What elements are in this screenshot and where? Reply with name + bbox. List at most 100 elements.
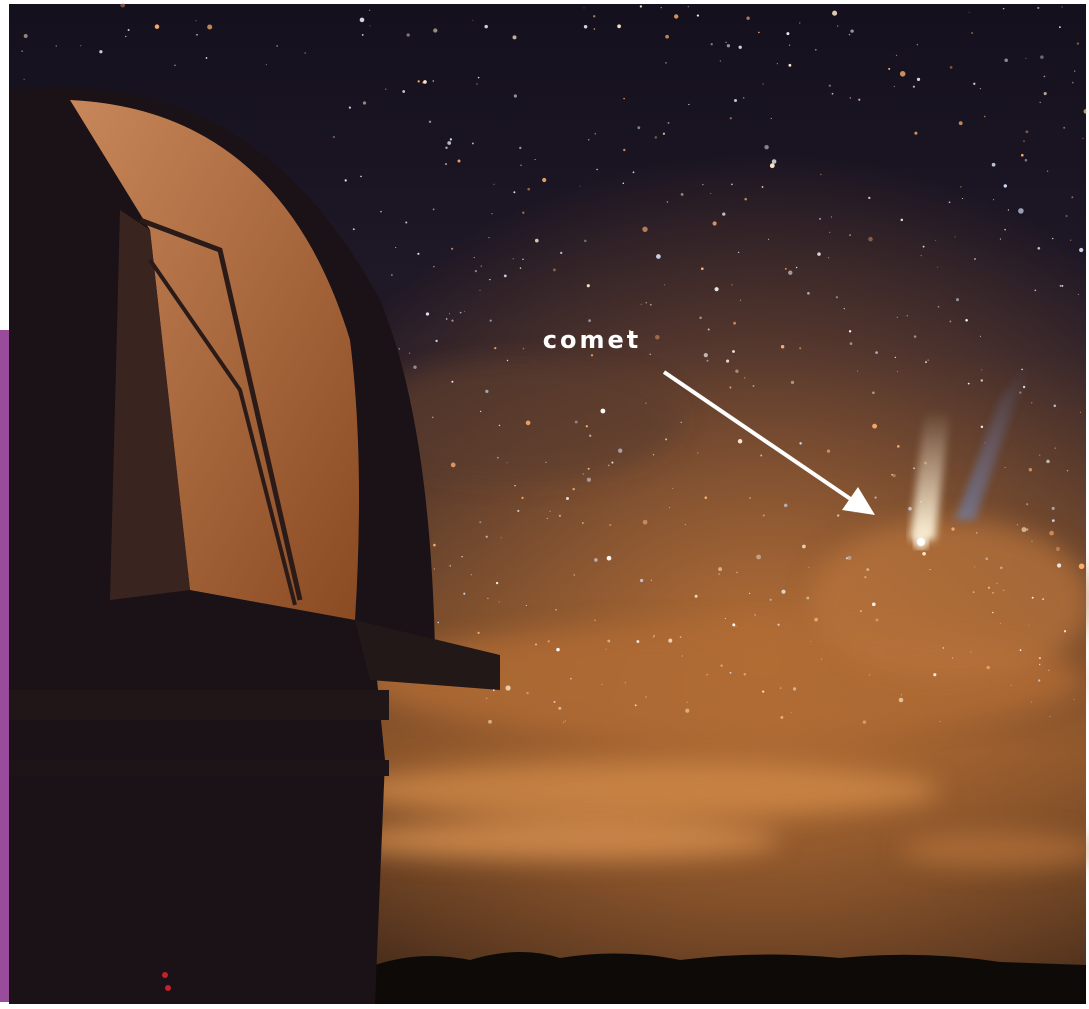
star <box>731 284 733 286</box>
star <box>535 644 537 646</box>
star <box>1074 699 1075 700</box>
star <box>369 10 370 11</box>
star <box>433 266 434 267</box>
star <box>623 149 625 151</box>
star <box>1040 55 1044 59</box>
star <box>499 425 501 427</box>
star <box>125 36 126 37</box>
star <box>1025 159 1028 162</box>
star <box>669 507 670 508</box>
star <box>872 392 874 394</box>
star <box>1042 598 1044 600</box>
star <box>445 147 447 149</box>
star <box>730 672 732 674</box>
star <box>513 258 514 259</box>
star <box>21 50 22 51</box>
star <box>505 685 510 690</box>
star <box>488 237 489 238</box>
star <box>409 353 410 354</box>
star <box>120 3 125 8</box>
star <box>304 52 306 54</box>
star <box>917 78 920 81</box>
star <box>591 354 593 356</box>
star <box>973 83 975 85</box>
star <box>345 179 347 181</box>
star <box>744 198 747 201</box>
star <box>1074 70 1075 71</box>
star <box>480 411 481 412</box>
star <box>925 361 927 363</box>
star <box>485 390 488 393</box>
star <box>836 296 838 298</box>
star <box>501 537 502 538</box>
star <box>594 619 596 621</box>
star <box>526 605 527 606</box>
star <box>1031 402 1032 403</box>
star <box>1017 524 1018 525</box>
star <box>547 518 548 519</box>
star <box>360 18 365 23</box>
star <box>930 569 931 570</box>
star <box>922 552 926 556</box>
star <box>527 188 530 191</box>
star <box>713 221 717 225</box>
star <box>907 315 908 316</box>
star <box>791 381 794 384</box>
star <box>738 252 739 253</box>
star <box>962 198 963 199</box>
star <box>857 370 858 371</box>
star <box>738 439 743 444</box>
star <box>807 292 810 295</box>
star <box>688 6 690 8</box>
star <box>196 34 198 36</box>
star <box>784 504 788 508</box>
star <box>1055 447 1057 449</box>
star <box>1003 8 1005 10</box>
star <box>1008 209 1009 210</box>
star <box>655 136 658 139</box>
star <box>517 510 519 512</box>
star <box>993 199 994 200</box>
star <box>547 640 549 642</box>
star <box>875 497 877 499</box>
star <box>477 632 479 634</box>
star <box>584 25 587 28</box>
star <box>399 348 400 349</box>
star <box>981 379 983 381</box>
star <box>559 515 561 517</box>
star <box>758 32 760 34</box>
star <box>1079 563 1085 569</box>
star <box>832 93 834 95</box>
star <box>458 160 461 163</box>
star <box>1004 229 1005 230</box>
star <box>708 328 710 330</box>
star <box>1000 566 1003 569</box>
star <box>438 622 439 623</box>
star <box>574 574 575 575</box>
star <box>685 524 686 525</box>
star <box>760 455 762 457</box>
star <box>674 14 678 18</box>
star <box>1056 547 1060 551</box>
star <box>763 514 765 516</box>
star <box>872 602 876 606</box>
star <box>788 64 791 67</box>
star <box>971 32 973 34</box>
star <box>491 213 492 214</box>
star <box>433 544 436 547</box>
star <box>553 268 556 271</box>
star <box>1004 58 1008 62</box>
star <box>992 163 996 167</box>
star <box>695 595 698 598</box>
page: comet (() => { const data = JSON.parse(d… <box>0 0 1089 1009</box>
star <box>474 257 475 258</box>
star <box>450 138 452 140</box>
star <box>762 186 764 188</box>
star <box>565 720 566 721</box>
star <box>513 191 515 193</box>
star <box>584 240 587 243</box>
star <box>732 623 735 626</box>
star <box>952 657 953 658</box>
star <box>815 49 817 51</box>
star <box>407 33 410 36</box>
